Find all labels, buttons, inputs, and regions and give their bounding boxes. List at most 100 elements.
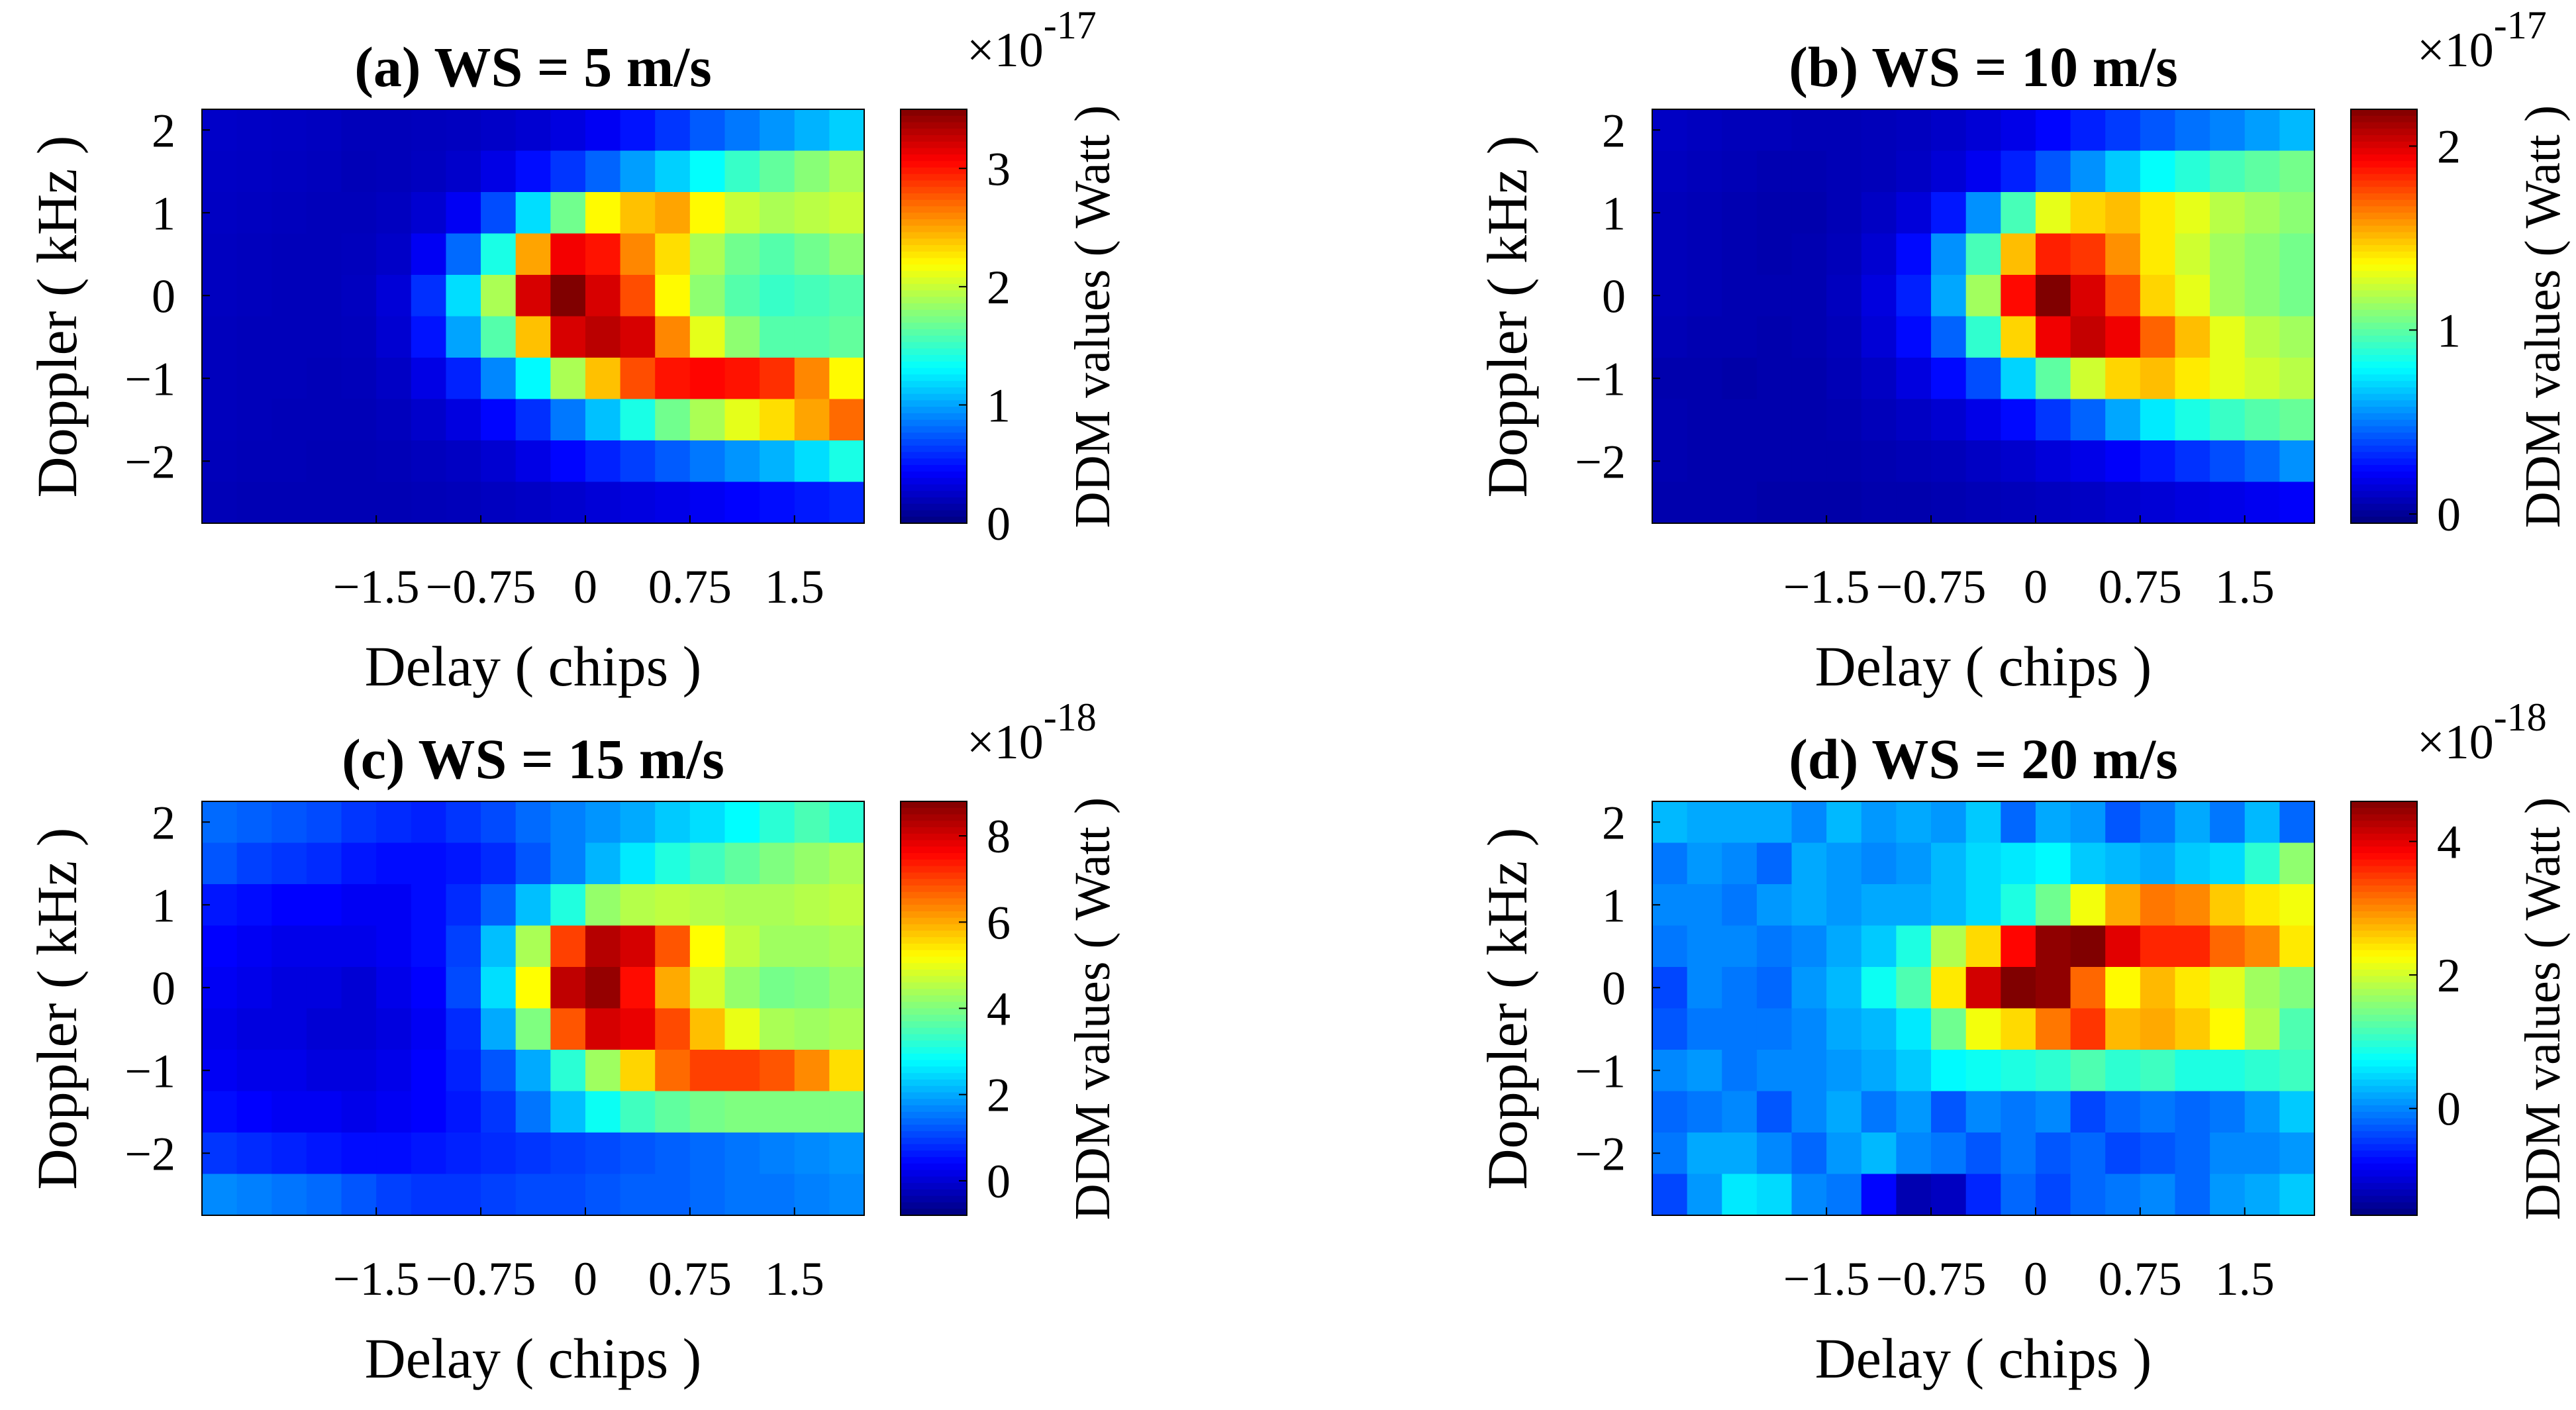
heatmap-cell [2001, 842, 2036, 885]
heatmap-cell [1687, 801, 1722, 844]
heatmap-cell [1896, 192, 1932, 234]
heatmap-cell [306, 1008, 342, 1050]
heatmap-cell [2279, 801, 2315, 844]
heatmap-cell [306, 150, 342, 193]
heatmap-cell [724, 233, 760, 276]
heatmap-cell [2210, 192, 2246, 234]
heatmap-cell [2105, 440, 2141, 483]
colorbar-segment [901, 879, 967, 886]
heatmap-cell [1791, 1133, 1827, 1175]
heatmap-cell [829, 481, 865, 524]
heatmap-cell [446, 481, 481, 524]
y-axis-label: Doppler ( kHz ) [1475, 828, 1539, 1190]
colorbar-segment [2351, 400, 2417, 407]
heatmap-cell [2175, 801, 2210, 844]
heatmap-cell [1931, 1091, 1967, 1133]
colorbar-segment [901, 1144, 967, 1151]
heatmap-cell [829, 399, 865, 441]
colorbar-segment [901, 1060, 967, 1067]
heatmap-cell [1965, 1091, 2001, 1133]
heatmap-cell [1896, 109, 1932, 152]
heatmap-cell [2279, 358, 2315, 400]
heatmap-cell [306, 842, 342, 885]
heatmap-cell [411, 109, 447, 152]
heatmap-cell [2279, 233, 2315, 276]
heatmap-cell [760, 481, 795, 524]
colorbar-segment [2351, 1085, 2417, 1093]
heatmap-cell [794, 1050, 830, 1092]
heatmap-cell [760, 967, 795, 1009]
colorbar-segment [2351, 303, 2417, 311]
colorbar-segment [901, 432, 967, 440]
heatmap-cell [794, 399, 830, 441]
heatmap-cell [829, 233, 865, 276]
colorbar-segment [2351, 931, 2417, 938]
panel-a: (a) WS = 5 m/s −1.5 −0.75 0 0.75 1.5 2 1 0 −1 −2 De… [25, 3, 1120, 698]
heatmap-cell [620, 801, 656, 844]
colorbar-segment [901, 251, 967, 259]
heatmap-cell [1791, 842, 1827, 885]
colorbar-segment [2351, 478, 2417, 485]
heatmap-cell [724, 884, 760, 927]
colorbar-segment [2351, 1144, 2417, 1151]
colorbar-segment [901, 956, 967, 964]
colorbar-label: DDM values ( Watt ) [2515, 797, 2571, 1220]
heatmap-cell [2140, 1174, 2176, 1216]
heatmap-cell [760, 399, 795, 441]
heatmap-cell [1687, 884, 1722, 927]
heatmap-cell [1965, 1050, 2001, 1092]
colorbar-segment [901, 1092, 967, 1099]
heatmap-cell [655, 150, 691, 193]
heatmap-cell [2035, 1050, 2071, 1092]
heatmap-cell [272, 109, 307, 152]
heatmap-cell [481, 842, 517, 885]
heatmap-cell [585, 1174, 621, 1216]
colorbar: 0 1 2 3 DDM values ( Watt ) ×10-17 [900, 3, 1120, 550]
heatmap-cell [2070, 481, 2106, 524]
heatmap-cell [2001, 233, 2036, 276]
heatmap-cell [655, 399, 691, 441]
heatmap-cell [272, 233, 307, 276]
colorbar-segment [2351, 180, 2417, 187]
heatmap-cell [1861, 842, 1897, 885]
heatmap-cell [2070, 884, 2106, 927]
colorbar-segment [2351, 950, 2417, 957]
heatmap-cell [620, 316, 656, 358]
heatmap-cell [411, 1091, 447, 1133]
heatmap-cell [481, 358, 517, 400]
colorbar-segment [901, 297, 967, 304]
colorbar-segment [2351, 801, 2417, 809]
colorbar-segment [901, 419, 967, 427]
heatmap-cell [2070, 1008, 2106, 1050]
y-tick-label: −1 [124, 1044, 175, 1097]
heatmap-cell [794, 801, 830, 844]
heatmap-cell [829, 1050, 865, 1092]
colorbar-segment [901, 866, 967, 874]
heatmap-cell [829, 801, 865, 844]
heatmap-cell [1826, 842, 1862, 885]
heatmap-cell [202, 1091, 238, 1133]
heatmap-cell [1722, 925, 1758, 968]
colorbar-segment [901, 174, 967, 181]
x-tick-label: 0.75 [648, 560, 732, 613]
heatmap-cell [2140, 801, 2176, 844]
heatmap-cell [2175, 925, 2210, 968]
heatmap-cell [2175, 1174, 2210, 1216]
colorbar-segment [901, 1066, 967, 1074]
colorbar-segment [901, 1189, 967, 1197]
heatmap-cell [1687, 109, 1722, 152]
heatmap-cell [620, 1050, 656, 1092]
colorbar-segment [2351, 956, 2417, 964]
heatmap-cell [1687, 925, 1722, 968]
colorbar-segment [2351, 258, 2417, 265]
heatmap-cell [1826, 316, 1862, 358]
heatmap-cell [1896, 399, 1932, 441]
heatmap-cell [272, 925, 307, 968]
heatmap-cell [1652, 399, 1688, 441]
heatmap-cell [1826, 884, 1862, 927]
heatmap-cell [2244, 1050, 2280, 1092]
colorbar-segment [2351, 866, 2417, 874]
heatmap-cell [376, 275, 412, 317]
heatmap-cell [585, 1050, 621, 1092]
heatmap-cell [236, 192, 272, 234]
